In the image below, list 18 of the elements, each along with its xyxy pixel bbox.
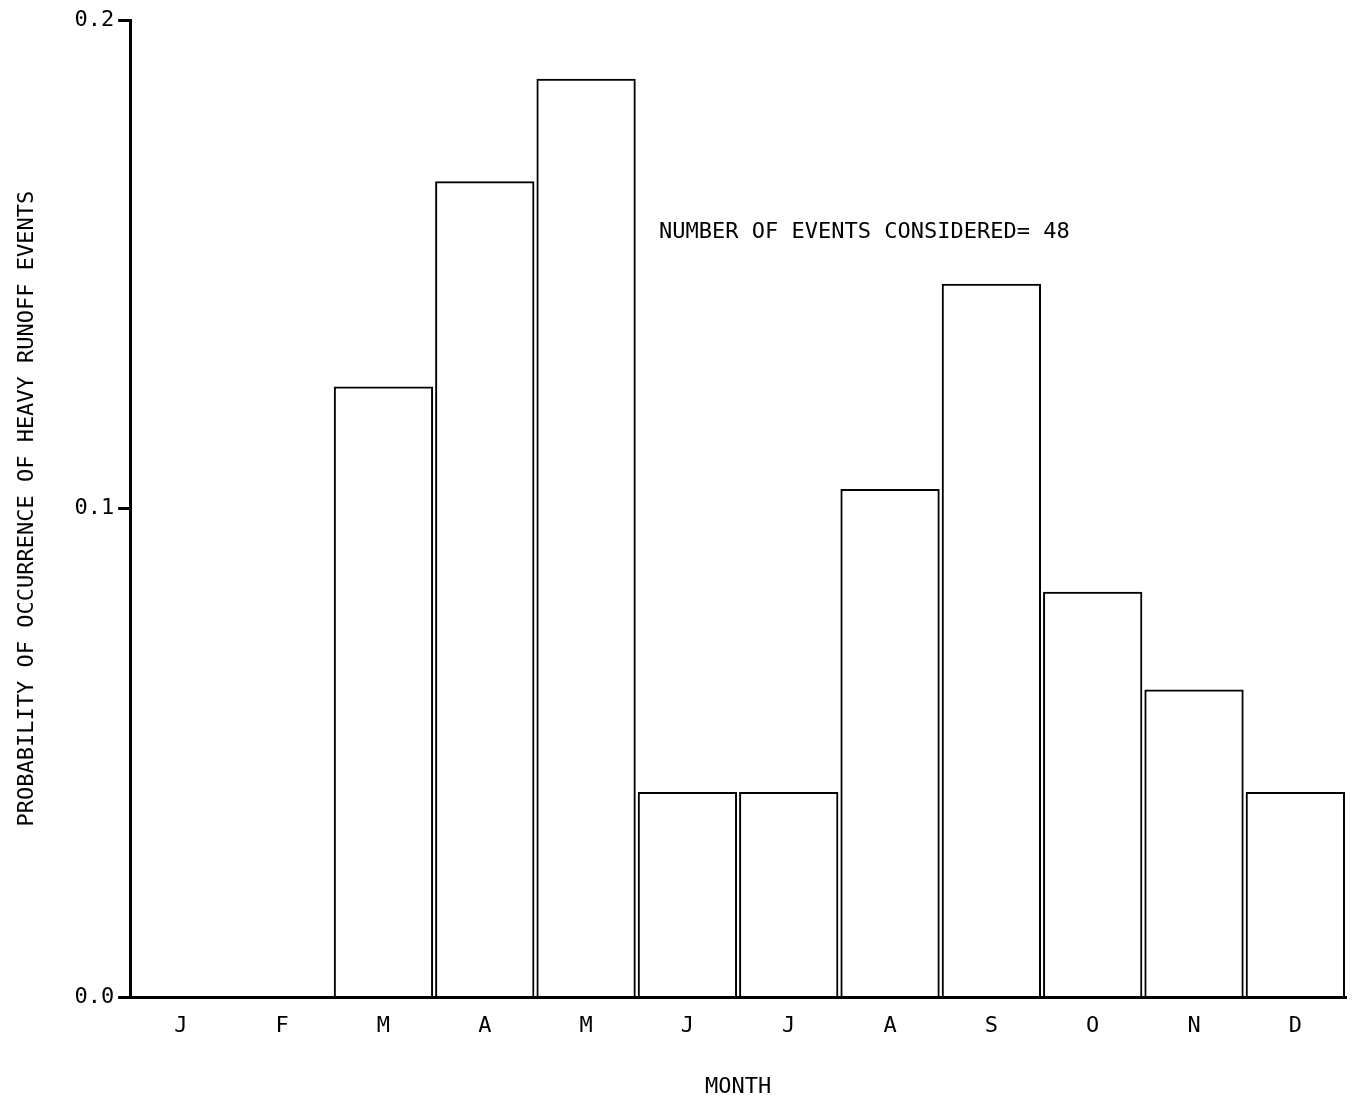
y-axis-title: PROBABILITY OF OCCURRENCE OF HEAVY RUNOFF EVENTS — [12, 190, 38, 827]
x-tick-label: N — [1187, 1012, 1201, 1038]
x-tick-label: S — [984, 1012, 998, 1038]
x-tick-label: F — [275, 1012, 289, 1038]
x-tick-label: O — [1086, 1012, 1100, 1038]
x-tick-label: M — [376, 1012, 391, 1038]
y-tick-label: 0.0 — [74, 982, 115, 1008]
y-tick-label: 0.1 — [74, 494, 115, 520]
x-axis-title: MONTH — [704, 1072, 772, 1098]
x-tick-label: M — [579, 1012, 593, 1038]
y-tick-label: 0.2 — [74, 5, 115, 31]
x-tick-label: A — [883, 1012, 897, 1038]
x-tick-label: J — [782, 1012, 796, 1038]
x-tick-label: D — [1288, 1012, 1302, 1038]
annotation: NUMBER OF EVENTS CONSIDERED= 48 — [659, 217, 1070, 243]
x-tick-label: J — [680, 1012, 695, 1038]
x-tick-label: A — [478, 1012, 492, 1038]
x-tick-label: J — [174, 1012, 188, 1038]
